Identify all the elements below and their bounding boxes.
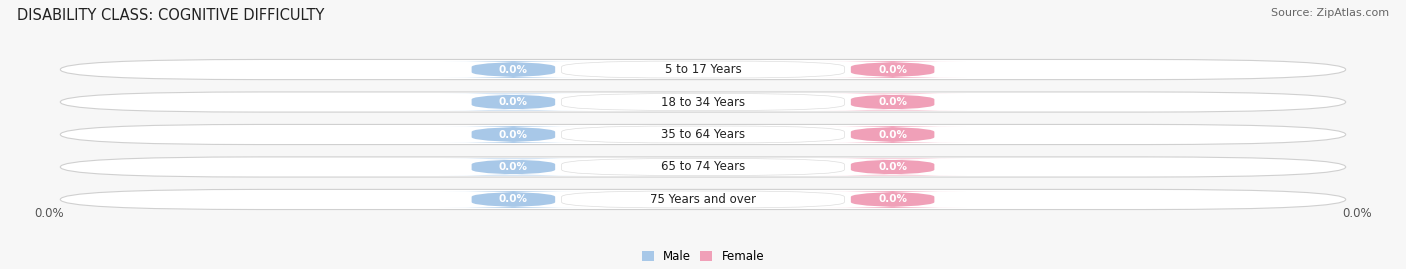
- Text: 5 to 17 Years: 5 to 17 Years: [665, 63, 741, 76]
- FancyBboxPatch shape: [818, 61, 966, 78]
- FancyBboxPatch shape: [561, 94, 845, 111]
- FancyBboxPatch shape: [818, 191, 966, 208]
- Legend: Male, Female: Male, Female: [641, 250, 765, 263]
- Text: 0.0%: 0.0%: [879, 194, 907, 204]
- Text: 0.0%: 0.0%: [35, 207, 65, 220]
- FancyBboxPatch shape: [60, 157, 1346, 177]
- Text: 0.0%: 0.0%: [879, 65, 907, 75]
- Text: 75 Years and over: 75 Years and over: [650, 193, 756, 206]
- Text: 0.0%: 0.0%: [879, 97, 907, 107]
- Text: 65 to 74 Years: 65 to 74 Years: [661, 161, 745, 174]
- FancyBboxPatch shape: [818, 126, 966, 143]
- Text: 18 to 34 Years: 18 to 34 Years: [661, 95, 745, 108]
- FancyBboxPatch shape: [440, 158, 588, 175]
- FancyBboxPatch shape: [561, 126, 845, 143]
- FancyBboxPatch shape: [561, 158, 845, 175]
- Text: 0.0%: 0.0%: [499, 97, 527, 107]
- FancyBboxPatch shape: [440, 94, 588, 111]
- FancyBboxPatch shape: [440, 126, 588, 143]
- FancyBboxPatch shape: [440, 191, 588, 208]
- FancyBboxPatch shape: [818, 94, 966, 111]
- FancyBboxPatch shape: [440, 61, 588, 78]
- Text: Source: ZipAtlas.com: Source: ZipAtlas.com: [1271, 8, 1389, 18]
- Text: 0.0%: 0.0%: [499, 162, 527, 172]
- Text: 35 to 64 Years: 35 to 64 Years: [661, 128, 745, 141]
- FancyBboxPatch shape: [561, 191, 845, 208]
- FancyBboxPatch shape: [60, 92, 1346, 112]
- Text: 0.0%: 0.0%: [499, 194, 527, 204]
- FancyBboxPatch shape: [60, 189, 1346, 210]
- FancyBboxPatch shape: [60, 59, 1346, 80]
- Text: 0.0%: 0.0%: [879, 162, 907, 172]
- Text: 0.0%: 0.0%: [499, 65, 527, 75]
- Text: 0.0%: 0.0%: [499, 129, 527, 140]
- FancyBboxPatch shape: [818, 158, 966, 175]
- Text: DISABILITY CLASS: COGNITIVE DIFFICULTY: DISABILITY CLASS: COGNITIVE DIFFICULTY: [17, 8, 325, 23]
- Text: 0.0%: 0.0%: [1341, 207, 1371, 220]
- FancyBboxPatch shape: [561, 61, 845, 78]
- Text: 0.0%: 0.0%: [879, 129, 907, 140]
- FancyBboxPatch shape: [60, 125, 1346, 144]
